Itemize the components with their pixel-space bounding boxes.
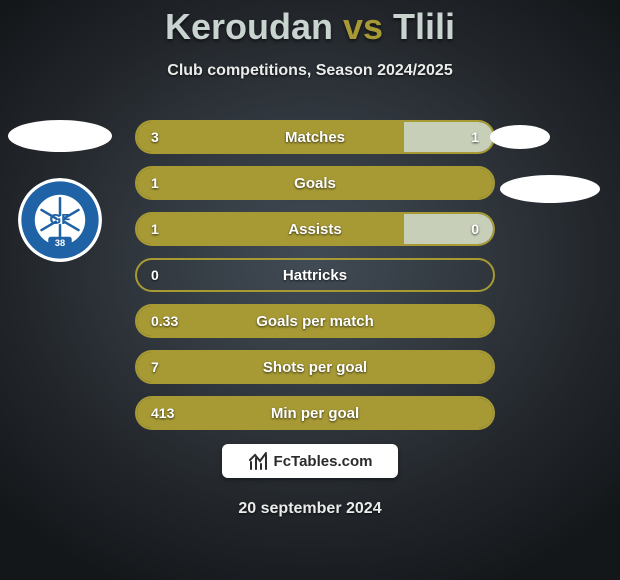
stat-row: 31Matches bbox=[135, 120, 495, 154]
svg-text:GF: GF bbox=[50, 211, 71, 228]
date-text: 20 september 2024 bbox=[0, 500, 620, 518]
club-logo-svg: GF 38 bbox=[18, 178, 102, 262]
stat-label: Min per goal bbox=[137, 398, 493, 428]
title-vs: vs bbox=[343, 6, 383, 47]
brand-pill: FcTables.com bbox=[222, 444, 398, 478]
player1-flag-placeholder bbox=[8, 120, 112, 152]
title-player1: Keroudan bbox=[165, 6, 333, 47]
subtitle: Club competitions, Season 2024/2025 bbox=[0, 62, 620, 80]
stat-rows: 31Matches 1Goals 10Assists 0Hattricks 0.33Go… bbox=[135, 120, 495, 442]
stat-row: 413Min per goal bbox=[135, 396, 495, 430]
stat-row: 0Hattricks bbox=[135, 258, 495, 292]
title-player2: Tlili bbox=[393, 6, 455, 47]
player1-club-logo: GF 38 bbox=[18, 178, 102, 262]
stat-label: Matches bbox=[137, 122, 493, 152]
stat-label: Shots per goal bbox=[137, 352, 493, 382]
stat-row: 10Assists bbox=[135, 212, 495, 246]
stat-row: 0.33Goals per match bbox=[135, 304, 495, 338]
stat-label: Hattricks bbox=[137, 260, 493, 290]
brand-text: FcTables.com bbox=[274, 453, 373, 470]
brand-icon bbox=[248, 451, 268, 471]
svg-text:38: 38 bbox=[55, 238, 65, 248]
player2-club-placeholder bbox=[500, 175, 600, 203]
page-title: Keroudan vs Tlili bbox=[0, 6, 620, 48]
player2-flag-placeholder bbox=[490, 125, 550, 149]
stat-row: 7Shots per goal bbox=[135, 350, 495, 384]
stat-label: Assists bbox=[137, 214, 493, 244]
stat-label: Goals bbox=[137, 168, 493, 198]
stat-label: Goals per match bbox=[137, 306, 493, 336]
stat-row: 1Goals bbox=[135, 166, 495, 200]
